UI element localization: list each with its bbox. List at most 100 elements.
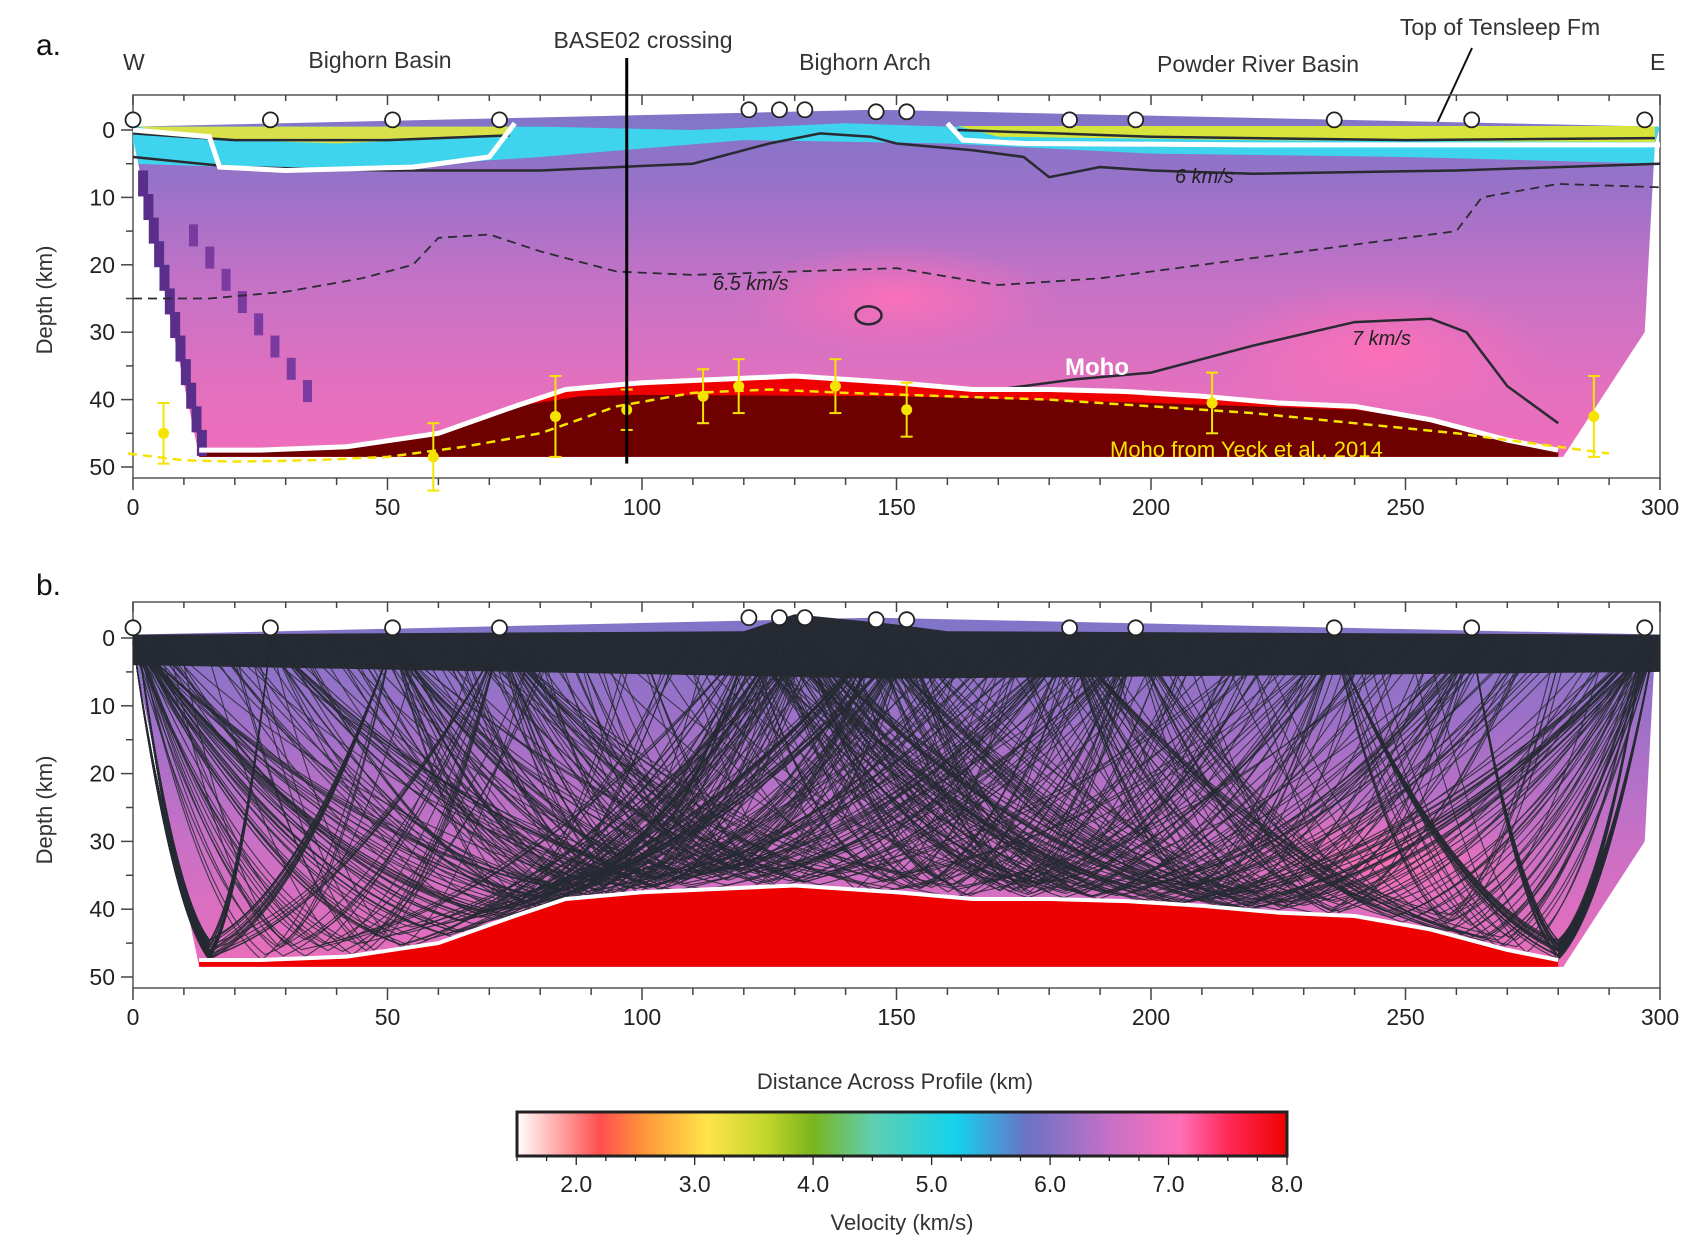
y-tick-label: 50 <box>89 454 115 480</box>
ray-path <box>534 641 780 875</box>
station-marker <box>740 609 758 627</box>
ray-path <box>1069 641 1603 903</box>
colorbar-tick-label: 6.0 <box>1034 1171 1066 1197</box>
ray-path <box>137 641 877 933</box>
moho-line-a <box>199 373 1559 453</box>
x-tick-label: 250 <box>1386 1004 1424 1030</box>
ray-path <box>137 641 394 945</box>
velocity-contours <box>132 128 1661 425</box>
colorbar: 2.0 3.0 4.0 5.0 6.0 7.0 8.0 Velocity (km/s) <box>515 1110 1303 1235</box>
ray-path <box>270 641 1020 888</box>
ray-path <box>779 641 1501 889</box>
edge-cell <box>303 380 313 403</box>
ray-path <box>686 641 1137 889</box>
moho-point <box>157 401 170 465</box>
station-marker <box>867 103 885 121</box>
colorbar-label: Velocity (km/s) <box>830 1210 973 1235</box>
ray-path <box>1069 641 1656 932</box>
ray-path <box>1108 641 1335 890</box>
ray-path <box>167 641 750 921</box>
moho-point <box>1206 371 1219 435</box>
panel-b: b. 0 50 100 150 200 250 300 0 10 20 30 40 50 Depth … <box>32 569 1679 1094</box>
moho-point <box>900 381 913 438</box>
crossing-label: BASE02 crossing <box>554 27 733 53</box>
ray-path <box>137 641 750 948</box>
contour-label-6-5: 6.5 km/s <box>713 273 789 295</box>
ray-path <box>637 641 877 886</box>
stations-b <box>124 609 1654 637</box>
panel-a: a. W E Bighorn Basin Bighorn Arch Powder… <box>32 14 1679 520</box>
ray-path <box>778 641 1026 890</box>
ray-path <box>875 641 1605 890</box>
ray-path <box>352 641 1070 882</box>
station-marker <box>771 101 788 119</box>
ray-path <box>726 641 1137 889</box>
y-tick-label: 50 <box>89 964 115 990</box>
x-ticks-b: 0 50 100 150 200 250 300 <box>127 602 1679 1030</box>
ray-path <box>906 641 1126 892</box>
station-marker <box>124 111 142 129</box>
ray-path <box>769 641 1071 888</box>
ray-path <box>863 641 1137 892</box>
west-label: W <box>123 49 145 75</box>
station-marker <box>384 111 401 129</box>
station-marker <box>1325 619 1343 637</box>
ray-path <box>919 641 1137 894</box>
x-tick-label: 100 <box>623 494 661 520</box>
x-tick-label: 200 <box>1132 494 1170 520</box>
ray-path <box>392 641 1005 879</box>
edge-cell <box>221 268 231 291</box>
contour-shallow-east <box>957 128 1655 142</box>
ray-path <box>475 641 1137 879</box>
mantle-fill-b <box>199 885 1559 967</box>
station-marker <box>491 619 508 637</box>
contour-label-6: 6 km/s <box>1175 166 1234 188</box>
moho-point <box>1587 375 1600 458</box>
contour-7-kms <box>998 317 1559 425</box>
ray-path <box>748 641 1630 901</box>
ray-path <box>231 641 501 952</box>
edge-cell <box>175 335 186 362</box>
ray-path <box>574 641 877 881</box>
ray-path <box>1090 641 1473 909</box>
ray-path <box>1135 641 1529 912</box>
edge-cell <box>237 291 247 314</box>
ray-path <box>392 641 682 891</box>
ray-path <box>137 641 877 925</box>
region-label-bighorn-basin: Bighorn Basin <box>308 47 451 73</box>
station-marker <box>740 101 758 119</box>
station-marker <box>262 619 279 637</box>
edge-cell <box>164 288 175 315</box>
region-label-bighorn-arch: Bighorn Arch <box>799 49 931 75</box>
ray-path <box>1069 641 1491 898</box>
ray-path <box>137 641 877 916</box>
edge-stairs-left-a <box>138 170 313 456</box>
station-marker <box>867 611 885 629</box>
ray-path <box>609 641 908 874</box>
colorbar-tick-label: 4.0 <box>797 1171 829 1197</box>
moho-label: Moho <box>1065 354 1129 381</box>
moho-point-marker <box>158 427 170 439</box>
ray-path <box>906 641 1383 885</box>
moho-point <box>732 358 745 415</box>
ray-path <box>906 641 1200 883</box>
moho-point-marker <box>733 380 745 392</box>
y-tick-label: 10 <box>89 184 115 210</box>
high-velocity-zone-center <box>736 243 1057 354</box>
y-tick-label: 10 <box>89 693 115 719</box>
colorbar-tick-label: 2.0 <box>560 1171 592 1197</box>
ray-path <box>498 641 804 881</box>
edge-cell <box>196 429 207 456</box>
ray-path <box>1069 641 1656 916</box>
panel-a-letter: a. <box>36 29 61 62</box>
ray-path <box>132 641 766 936</box>
y-tick-label: 40 <box>89 896 115 922</box>
ray-path <box>132 641 479 957</box>
tensleep-horizon-west <box>132 121 517 173</box>
moho-point-marker <box>697 390 709 402</box>
station-marker <box>796 609 814 627</box>
ray-path <box>499 641 1234 885</box>
moho-point-marker <box>1206 397 1218 409</box>
ray-path <box>602 640 1473 885</box>
